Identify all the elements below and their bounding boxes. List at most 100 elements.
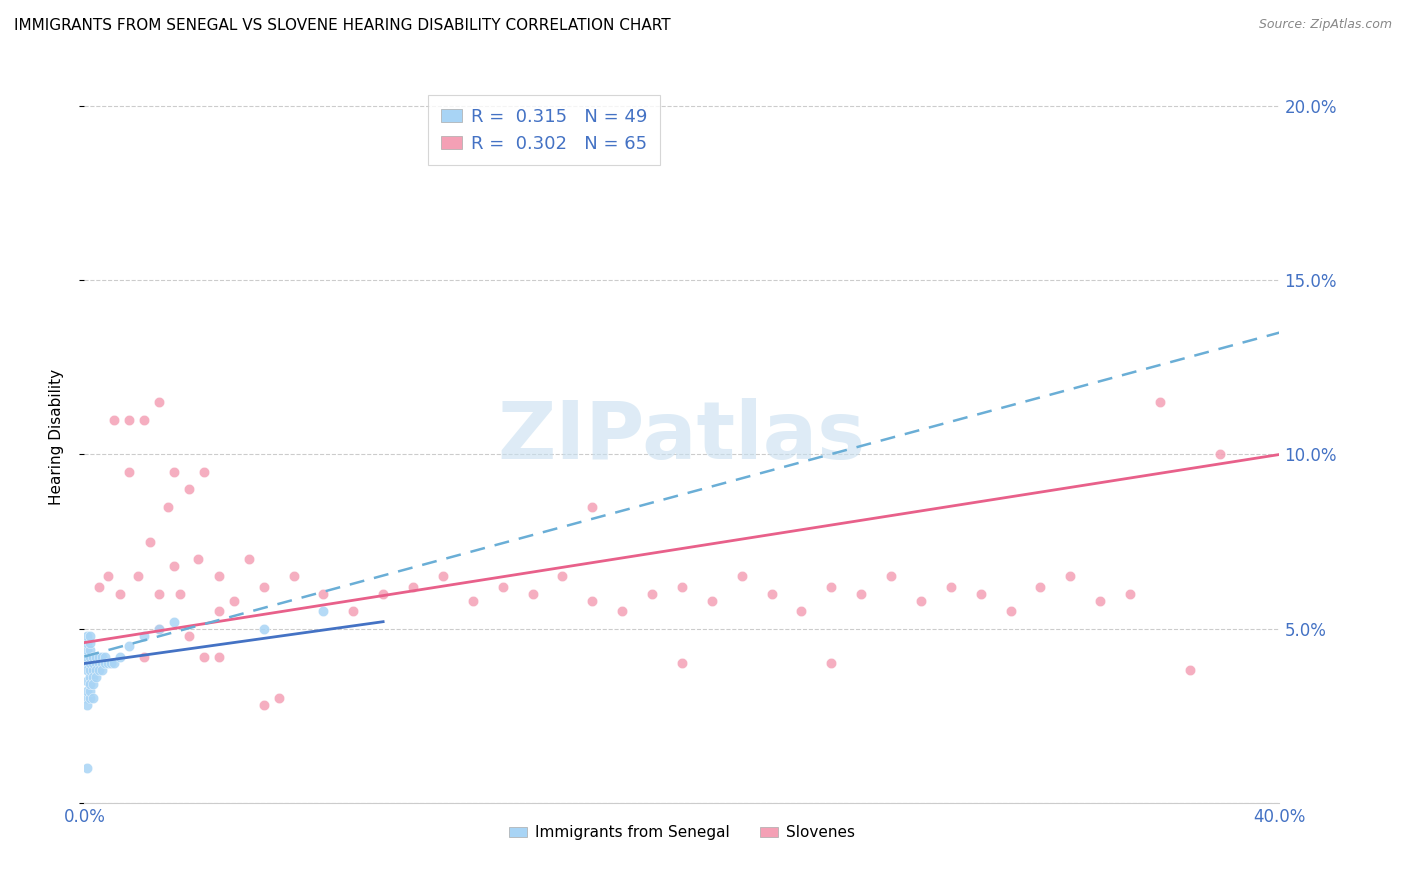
Point [91,657,114,671]
Text: IMMIGRANTS FROM SENEGAL VS SLOVENE HEARING DISABILITY CORRELATION CHART: IMMIGRANTS FROM SENEGAL VS SLOVENE HEARI… [14,18,671,33]
Point [139,534,162,549]
Point [238,552,260,566]
Point [1119,587,1142,601]
Point [79,629,101,643]
Point [193,465,215,479]
Point [1029,580,1052,594]
Point [89,649,111,664]
Point [208,604,231,618]
Point [148,622,170,636]
Point [76,629,98,643]
Point [79,657,101,671]
Point [82,657,104,671]
Point [163,615,186,629]
Point [82,670,104,684]
Point [118,639,141,653]
Point [163,558,186,573]
Point [76,691,98,706]
Point [880,569,903,583]
Point [312,604,335,618]
Point [157,500,180,514]
Point [89,657,111,671]
Point [79,642,101,657]
Point [76,761,98,775]
Point [208,649,231,664]
Point [148,622,170,636]
Point [1059,569,1081,583]
Point [1149,395,1171,409]
Point [91,664,114,678]
Point [89,580,111,594]
Point [82,664,104,678]
Point [89,664,111,678]
Point [581,500,603,514]
Point [110,649,132,664]
Point [86,649,108,664]
Point [86,657,108,671]
Point [132,629,156,643]
Point [312,587,335,601]
Point [851,587,873,601]
Point [82,677,104,691]
Point [76,684,98,698]
Point [820,657,842,671]
Point [612,604,634,618]
Point [118,465,141,479]
Point [76,657,98,671]
Point [97,657,120,671]
Point [86,670,108,684]
Point [970,587,993,601]
Point [581,594,603,608]
Point [551,569,574,583]
Point [522,587,544,601]
Point [342,604,364,618]
Point [253,698,276,713]
Point [1090,594,1112,608]
Point [76,698,98,713]
Point [790,604,813,618]
Point [79,635,101,649]
Point [492,580,515,594]
Point [432,569,454,583]
Point [103,657,125,671]
Point [76,635,98,649]
Point [1000,604,1022,618]
Point [671,580,693,594]
Point [110,587,132,601]
Point [76,642,98,657]
Point [253,622,276,636]
Point [461,594,484,608]
Point [177,483,200,497]
Point [222,594,245,608]
Point [132,412,156,426]
Point [177,629,200,643]
Point [86,664,108,678]
Point [208,569,231,583]
Point [103,412,125,426]
Point [1209,448,1232,462]
Point [79,684,101,698]
Point [283,569,305,583]
Point [79,677,101,691]
Point [79,691,101,706]
Point [820,580,842,594]
Point [163,465,186,479]
Point [169,587,191,601]
Point [91,649,114,664]
Point [97,569,120,583]
Point [671,657,693,671]
Point [118,412,141,426]
Point [79,649,101,664]
Point [100,657,122,671]
Point [76,649,98,664]
Point [253,580,276,594]
Point [402,580,425,594]
Point [187,552,209,566]
Point [731,569,754,583]
Point [641,587,664,601]
Y-axis label: Hearing Disability: Hearing Disability [49,369,63,505]
Point [132,649,156,664]
Point [79,664,101,678]
Point [910,594,932,608]
Point [148,587,170,601]
